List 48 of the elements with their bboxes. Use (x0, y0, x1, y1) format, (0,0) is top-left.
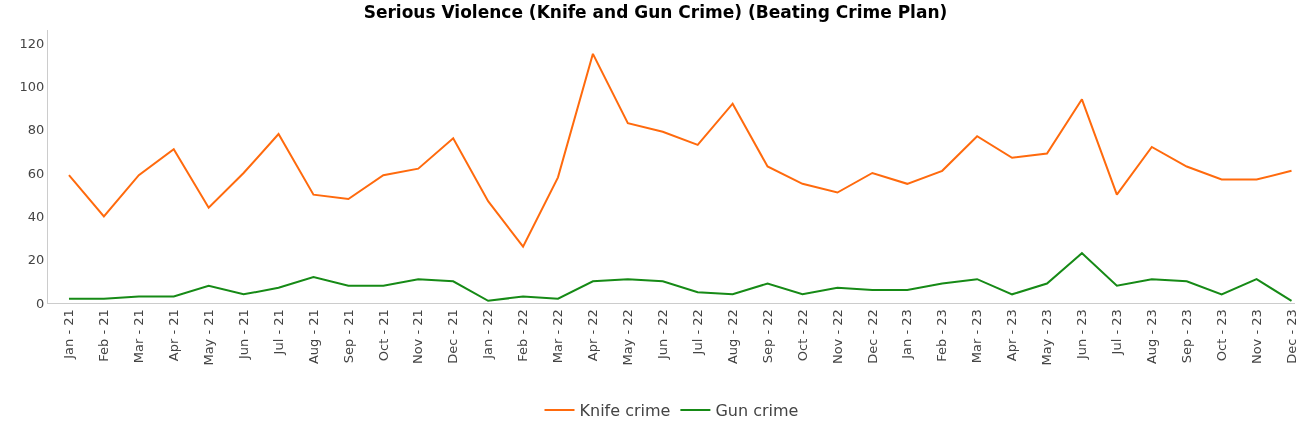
x-tick-label: Jun - 21 (235, 309, 251, 361)
x-tick-label: Oct - 21 (375, 309, 391, 362)
x-tick-label: Jan - 22 (480, 309, 496, 360)
x-tick-label: Nov - 22 (829, 309, 845, 365)
x-tick-label: Feb - 21 (96, 309, 112, 362)
x-tick-label: Dec - 22 (864, 309, 880, 364)
legend-label: Gun crime (715, 401, 799, 421)
x-tick-label: Nov - 21 (410, 309, 426, 365)
x-tick-label: Jun - 23 (1074, 309, 1090, 361)
x-tick-label: Nov - 23 (1248, 309, 1264, 365)
x-tick-label: Oct - 23 (1213, 309, 1229, 362)
x-tick-label: Dec - 23 (1283, 309, 1299, 364)
x-tick-label: Oct - 22 (794, 309, 810, 362)
line-series (67, 52, 1293, 248)
x-tick-label: Jul - 22 (689, 309, 705, 356)
y-tick-label: 0 (36, 295, 45, 311)
x-tick-label: Jan - 23 (899, 309, 915, 360)
x-tick-label: Mar - 21 (131, 309, 147, 364)
x-tick-label: Aug - 21 (305, 309, 321, 365)
x-tick-label: Jul - 23 (1109, 309, 1125, 356)
legend-label: Knife crime (579, 401, 671, 421)
y-tick-label: 100 (19, 78, 45, 94)
x-tick-label: Sep - 23 (1178, 309, 1194, 364)
x-tick-label: Jan - 21 (61, 309, 77, 360)
y-tick-label: 40 (27, 208, 45, 224)
chart-title: Serious Violence (Knife and Gun Crime) (Beating Crime Plan) (363, 2, 948, 23)
x-tick-label: Aug - 23 (1144, 309, 1160, 365)
y-tick-label: 120 (19, 35, 45, 51)
x-tick-label: Feb - 23 (934, 309, 950, 362)
x-tick-label: Sep - 21 (340, 309, 356, 364)
y-tick-label: 20 (27, 252, 45, 268)
x-tick-label: Jul - 21 (270, 309, 286, 356)
x-tick-label: Apr - 21 (165, 309, 181, 362)
x-tick-label: Mar - 23 (969, 309, 985, 364)
x-tick-label: May - 22 (620, 309, 636, 366)
x-tick-label: May - 21 (200, 309, 216, 366)
line-series (67, 252, 1293, 302)
x-tick-label: Feb - 22 (515, 309, 531, 362)
y-tick-label: 80 (27, 122, 45, 138)
x-tick-label: Aug - 22 (724, 309, 740, 365)
x-tick-label: Apr - 23 (1004, 309, 1020, 362)
x-tick-label: May - 23 (1039, 309, 1055, 366)
x-tick-label: Sep - 22 (759, 309, 775, 364)
y-tick-label: 60 (27, 165, 45, 181)
x-tick-label: Dec - 21 (445, 309, 461, 364)
x-tick-label: Mar - 22 (550, 309, 566, 364)
x-tick-label: Apr - 22 (585, 309, 601, 362)
x-tick-label: Jun - 22 (654, 309, 670, 361)
